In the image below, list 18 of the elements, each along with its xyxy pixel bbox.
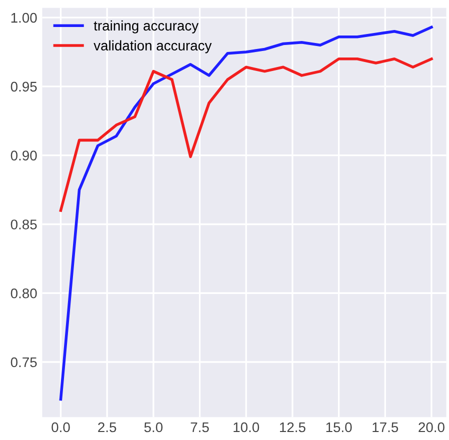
legend-label: validation accuracy — [94, 40, 212, 54]
line-series — [59, 58, 433, 212]
x-tick-label: 20.0 — [418, 422, 444, 432]
x-tick-label: 10.0 — [234, 422, 260, 432]
x-tick-label: 5.0 — [144, 422, 163, 432]
y-tick-label: 0.85 — [10, 220, 37, 230]
x-tick-label: 0.0 — [52, 422, 70, 432]
y-tick-label: 0.90 — [10, 150, 37, 161]
y-tick-label: 0.95 — [10, 82, 37, 92]
y-tick-label: 0.75 — [10, 357, 37, 368]
x-tick-label: 15.0 — [326, 422, 352, 432]
x-tick-label: 7.5 — [190, 422, 209, 432]
x-tick-label: 17.5 — [372, 422, 398, 432]
y-tick-label: 1.00 — [11, 12, 37, 23]
legend-label: training accuracy — [94, 20, 199, 34]
x-tick-label: 2.5 — [98, 422, 116, 432]
x-tick-label: 12.5 — [280, 422, 306, 432]
y-tick-label: 0.80 — [10, 288, 37, 298]
